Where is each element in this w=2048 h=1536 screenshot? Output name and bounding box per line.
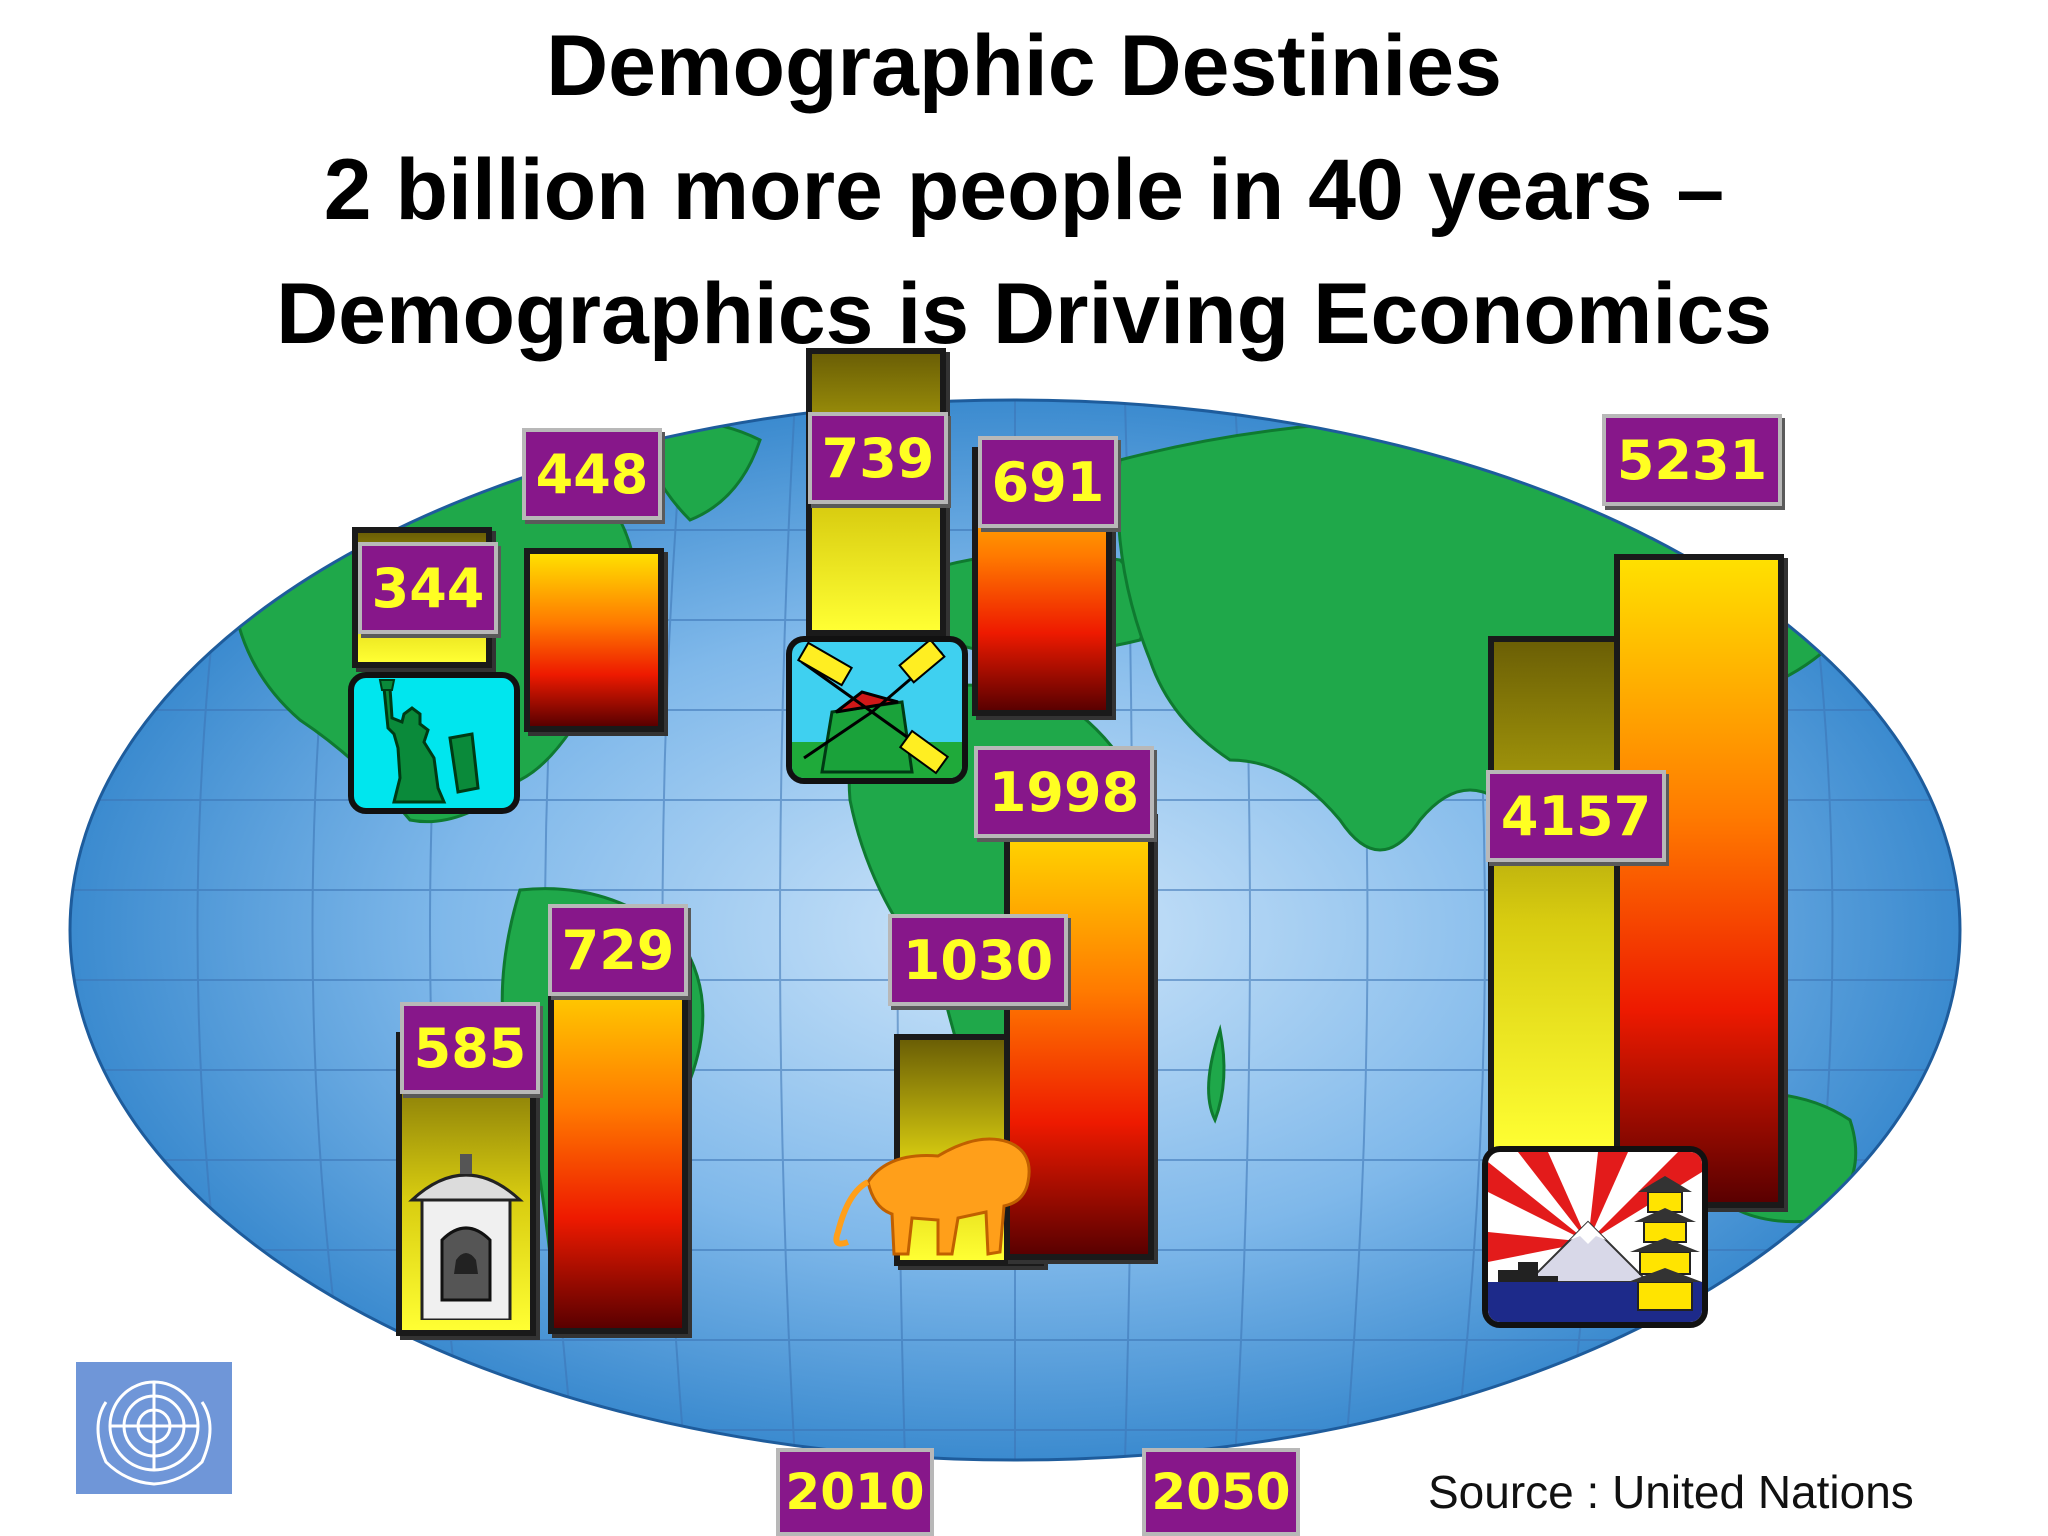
legend-2050: 2050: [1142, 1448, 1300, 1536]
value-label-2050-latin-america: 729: [548, 904, 688, 996]
bar-2050-north-america: [524, 548, 664, 732]
bar-2050-latin-america: [548, 955, 688, 1334]
legend-2010: 2010: [776, 1448, 934, 1536]
title-line-2: 2 billion more people in 40 years –: [323, 142, 1725, 238]
value-label-2050-asia: 5231: [1602, 414, 1782, 506]
value-label-2050-europe: 691: [978, 436, 1118, 528]
windmill-icon: [786, 636, 968, 784]
value-label-2010-asia: 4157: [1486, 770, 1666, 862]
value-label-2010-latin-america: 585: [400, 1002, 540, 1094]
lion-icon: [833, 1137, 1031, 1256]
value-label-2050-africa: 1998: [974, 746, 1154, 838]
bar-2050-asia: [1614, 554, 1784, 1208]
title-line-1: Demographic Destinies: [546, 18, 1502, 114]
bell-tower-icon: [408, 1154, 524, 1320]
value-label-2010-europe: 739: [808, 412, 948, 504]
value-label-2050-north-america: 448: [522, 428, 662, 520]
source-note: Source : United Nations: [1428, 1466, 1914, 1518]
slide-title: Demographic Destinies 2 billion more peo…: [0, 4, 2048, 376]
value-label-2010-north-america: 344: [358, 542, 498, 634]
title-line-3: Demographics is Driving Economics: [276, 266, 1772, 362]
bar-2050-africa: [1004, 810, 1154, 1260]
value-label-2010-africa: 1030: [888, 914, 1068, 1006]
mount-fuji-pagoda-icon: [1482, 1146, 1708, 1328]
statue-of-liberty-icon: [348, 672, 520, 814]
united-nations-logo: [76, 1362, 232, 1494]
